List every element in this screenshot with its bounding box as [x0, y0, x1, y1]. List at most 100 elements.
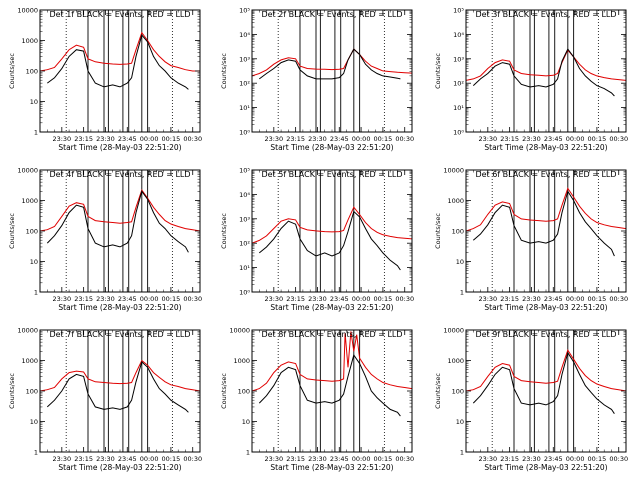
x-tick-label: 23:45	[544, 295, 563, 303]
x-tick-label: 23:45	[118, 135, 137, 143]
lld-series-line	[40, 31, 200, 72]
plot-frame	[251, 169, 413, 293]
x-axis-label: Start Time (28-May-03 22:51:20)	[58, 303, 181, 312]
x-tick-label: 00:30	[395, 455, 414, 463]
y-tick-label: 10⁰	[239, 289, 250, 297]
events-series-line	[472, 351, 615, 414]
x-tick-label: 23:45	[330, 455, 349, 463]
x-tick-label: 00:00	[566, 135, 585, 143]
y-tick-label: 10²	[239, 240, 250, 248]
x-tick-label: 00:00	[352, 135, 371, 143]
x-tick-label: 23:45	[544, 455, 563, 463]
plot-frame	[465, 329, 627, 453]
x-tick-label: 00:00	[352, 455, 371, 463]
x-tick-label: 00:15	[162, 135, 181, 143]
y-axis-label: Counts/sec	[8, 53, 16, 89]
y-tick-label: 100	[26, 228, 38, 236]
plot-frame	[465, 169, 627, 293]
x-tick-label: 23:15	[286, 455, 305, 463]
x-tick-label: 23:45	[118, 455, 137, 463]
series-group	[466, 48, 626, 97]
x-tick-label: 23:15	[74, 295, 93, 303]
x-tick-label: 23:30	[264, 295, 283, 303]
plot-frame	[39, 329, 201, 453]
y-tick-label: 10000	[17, 327, 38, 335]
x-tick-label: 23:15	[500, 135, 519, 143]
x-tick-label: 00:15	[588, 295, 607, 303]
events-series-line	[472, 48, 615, 97]
x-tick-label: 23:30	[522, 295, 541, 303]
x-tick-label: 00:30	[183, 295, 202, 303]
x-axis-label: Start Time (28-May-03 22:51:20)	[484, 143, 607, 152]
x-axis-label: Start Time (28-May-03 22:51:20)	[58, 463, 181, 472]
y-tick-label: 10000	[17, 7, 38, 15]
y-tick-label: 100	[452, 388, 464, 396]
y-tick-label: 10	[30, 418, 38, 426]
y-tick-label: 10²	[239, 80, 250, 88]
y-tick-label: 10²	[453, 80, 464, 88]
panel-title: Det 7f BLACK = Events, RED = LLD	[49, 330, 190, 339]
series-group	[466, 187, 626, 257]
x-axis-label: Start Time (28-May-03 22:51:20)	[484, 463, 607, 472]
y-tick-label: 10¹	[453, 104, 464, 112]
panel-title: Det 2f BLACK = Events, RED = LLD	[261, 10, 402, 19]
lld-series-line	[252, 48, 412, 77]
y-tick-label: 1000	[447, 357, 464, 365]
y-tick-label: 10⁴	[239, 31, 250, 39]
x-tick-label: 23:15	[286, 135, 305, 143]
panel-title: Det 4f BLACK = Events, RED = LLD	[49, 170, 190, 179]
events-series-line	[47, 34, 189, 90]
y-tick-label: 100	[26, 388, 38, 396]
y-tick-label: 1	[34, 449, 38, 457]
x-tick-label: 00:00	[140, 455, 159, 463]
lld-series-line	[40, 189, 200, 232]
x-tick-label: 23:15	[500, 455, 519, 463]
series-group	[252, 48, 412, 80]
y-tick-label: 10	[30, 98, 38, 106]
panel-title: Det 8f BLACK = Events, RED = LLD	[261, 330, 402, 339]
x-tick-label: 23:30	[478, 455, 497, 463]
x-tick-label: 00:30	[609, 455, 628, 463]
series-group	[40, 189, 200, 253]
panel-title: Det 3f BLACK = Events, RED = LLD	[475, 10, 616, 19]
y-tick-label: 1	[246, 449, 250, 457]
events-series-line	[258, 210, 401, 271]
y-tick-label: 1000	[21, 357, 38, 365]
lld-series-line	[40, 359, 200, 392]
y-tick-label: 100	[238, 388, 250, 396]
x-tick-label: 23:45	[330, 135, 349, 143]
x-tick-label: 23:30	[478, 295, 497, 303]
x-tick-label: 23:30	[52, 295, 71, 303]
x-tick-label: 23:45	[544, 135, 563, 143]
y-tick-label: 10⁵	[453, 7, 464, 15]
x-tick-label: 00:30	[395, 135, 414, 143]
x-tick-label: 23:30	[308, 135, 327, 143]
x-tick-label: 00:00	[566, 295, 585, 303]
x-tick-label: 00:30	[183, 135, 202, 143]
x-tick-label: 23:30	[96, 135, 115, 143]
x-tick-label: 00:15	[588, 135, 607, 143]
x-tick-label: 23:30	[264, 455, 283, 463]
y-tick-label: 10	[30, 258, 38, 266]
series-group	[40, 359, 200, 413]
events-series-line	[258, 48, 401, 80]
x-tick-label: 23:30	[308, 295, 327, 303]
x-tick-label: 00:30	[609, 295, 628, 303]
y-tick-label: 10	[242, 418, 250, 426]
y-tick-label: 10³	[239, 215, 250, 223]
lld-series-line	[252, 331, 412, 392]
y-tick-label: 1	[34, 129, 38, 137]
x-axis-label: Start Time (28-May-03 22:51:20)	[270, 463, 393, 472]
x-tick-label: 23:30	[522, 455, 541, 463]
x-tick-label: 23:30	[308, 455, 327, 463]
y-axis-label: Counts/sec	[8, 373, 16, 409]
x-tick-label: 23:30	[478, 135, 497, 143]
y-tick-label: 10⁵	[239, 167, 250, 175]
y-tick-label: 1	[460, 449, 464, 457]
